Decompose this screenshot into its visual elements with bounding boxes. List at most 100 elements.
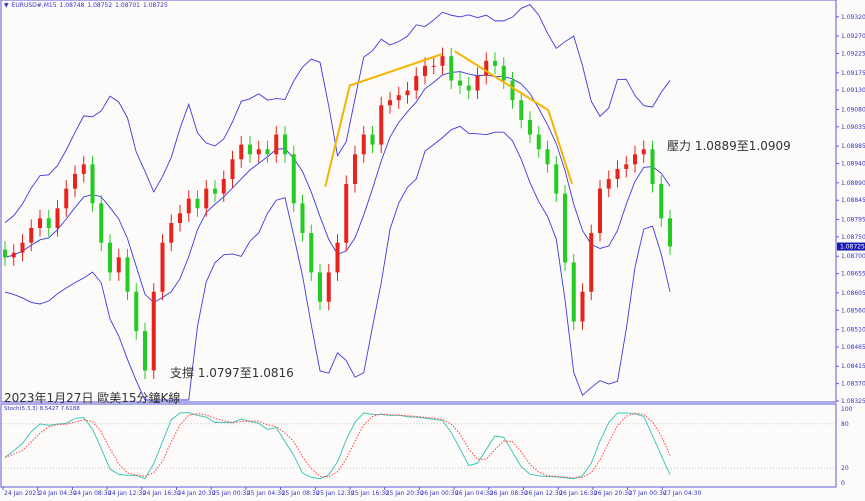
stoch-main-line <box>4 412 671 480</box>
time-tick-label: 25 Jan 16:30 <box>351 490 389 497</box>
candle-body <box>20 242 25 253</box>
time-tick-label: 27 Jan 00:30 <box>629 490 667 497</box>
chart-caption: 2023年1月27日 歐美15分鐘K線 <box>4 391 181 405</box>
candle-body <box>291 154 296 204</box>
price-tick-label: 1.09080 <box>841 106 865 113</box>
low-value: 1.08701 <box>115 2 140 9</box>
candle-body <box>46 218 51 229</box>
candle-body <box>29 228 34 243</box>
candle-body <box>493 60 497 66</box>
candle-body <box>563 193 567 263</box>
candle-body <box>519 100 524 120</box>
candle-body <box>361 134 366 155</box>
candle-body <box>431 65 436 67</box>
candle-body <box>458 80 462 86</box>
candle-body <box>38 218 42 229</box>
time-tick-label: 26 Jan 04:30 <box>455 490 493 497</box>
time-tick-label: 24 Jan 08:30 <box>73 490 111 497</box>
time-tick-label: 26 Jan 12:30 <box>525 490 563 497</box>
price-tick-label: 1.08605 <box>841 290 865 297</box>
candle-body <box>73 173 77 189</box>
candle-body <box>55 208 60 229</box>
current-price-label: 1.08725 <box>840 244 865 251</box>
candle-body <box>90 164 95 204</box>
candle-body <box>475 75 480 91</box>
candle-body <box>641 149 646 155</box>
support-annotation: 支撐 1.0797至1.0816 <box>170 366 294 380</box>
time-tick-label: 25 Jan 04:30 <box>247 490 285 497</box>
price-tick-label: 1.08700 <box>841 253 865 260</box>
candle-body <box>64 188 69 209</box>
time-tick-label: 24 Jan 12:30 <box>108 490 146 497</box>
stoch-tick-label: 80 <box>841 421 849 428</box>
time-tick-label: 27 Jan 04:30 <box>663 490 701 497</box>
stoch-main-value: 8.5427 <box>39 406 59 412</box>
candle-body <box>668 218 672 247</box>
candle-body <box>300 203 305 234</box>
candle-body <box>484 60 489 76</box>
candle-body <box>143 331 147 371</box>
time-tick-label: 25 Jan 20:30 <box>386 490 424 497</box>
candle-body <box>580 291 585 322</box>
price-tick-label: 1.08415 <box>841 363 865 370</box>
candle-body <box>11 252 16 258</box>
price-tick-label: 1.08845 <box>841 197 865 204</box>
candle-body <box>633 154 637 165</box>
candle-body <box>186 198 191 214</box>
main-plot-frame <box>0 0 837 403</box>
candle-body <box>545 149 550 165</box>
candle-body <box>510 80 515 101</box>
candle-body <box>396 95 401 101</box>
price-tick-label: 1.08510 <box>841 327 865 334</box>
candle-body <box>606 178 611 189</box>
time-tick-label: 26 Jan 00:30 <box>420 490 458 497</box>
candle-body <box>423 65 427 76</box>
candle-body <box>99 203 104 243</box>
stoch-signal-line <box>4 412 671 479</box>
candle-body <box>274 134 279 155</box>
high-value: 1.08752 <box>87 2 113 9</box>
time-tick-label: 24 Jan 16:30 <box>143 490 181 497</box>
price-tick-label: 1.08985 <box>841 143 865 150</box>
dropdown-triangle-icon[interactable]: ▼ <box>4 2 9 9</box>
price-tick-label: 1.09270 <box>841 33 865 40</box>
price-tick-label: 1.08370 <box>841 381 865 388</box>
candle-body <box>230 159 235 179</box>
candle-body <box>151 291 156 371</box>
bollinger-lower-band <box>4 125 671 401</box>
stoch-tick-label: 20 <box>841 465 849 472</box>
candle-body <box>239 144 244 160</box>
time-tick-label: 26 Jan 16:30 <box>559 490 597 497</box>
candle-body <box>309 233 314 273</box>
candle-body <box>248 144 252 155</box>
candle-body <box>370 134 375 145</box>
price-tick-label: 1.09320 <box>841 14 865 21</box>
candle-body <box>265 149 270 155</box>
candle-body <box>379 105 384 145</box>
open-value: 1.08748 <box>59 2 85 9</box>
price-tick-label: 1.08890 <box>841 180 865 187</box>
price-tick-label: 1.08750 <box>841 234 865 241</box>
price-tick-label: 1.08465 <box>841 344 865 351</box>
price-tick-label: 1.09035 <box>841 124 865 131</box>
price-tick-label: 1.08655 <box>841 271 865 278</box>
bollinger-upper-band <box>4 3 671 223</box>
candle-body <box>195 198 200 209</box>
candle-body <box>598 188 602 234</box>
trendline-2 <box>454 50 573 185</box>
stoch-name: Stoch(5,3,3) <box>4 406 38 412</box>
candle-body <box>554 164 559 194</box>
stoch-tick-label: 100 <box>841 406 853 413</box>
time-tick-label: 24 Jan 04:30 <box>39 490 77 497</box>
candle-body <box>615 168 620 179</box>
candle-body <box>344 183 349 243</box>
candle-body <box>213 188 217 194</box>
resistance-annotation: 壓力 1.0889至1.0909 <box>667 139 791 153</box>
price-tick-label: 1.09225 <box>841 50 865 57</box>
candle-body <box>169 222 174 243</box>
price-tick-label: 1.08940 <box>841 161 865 168</box>
candle-body <box>624 164 629 169</box>
price-tick-label: 1.08325 <box>841 398 865 405</box>
stochastic-panel-frame <box>0 403 837 488</box>
